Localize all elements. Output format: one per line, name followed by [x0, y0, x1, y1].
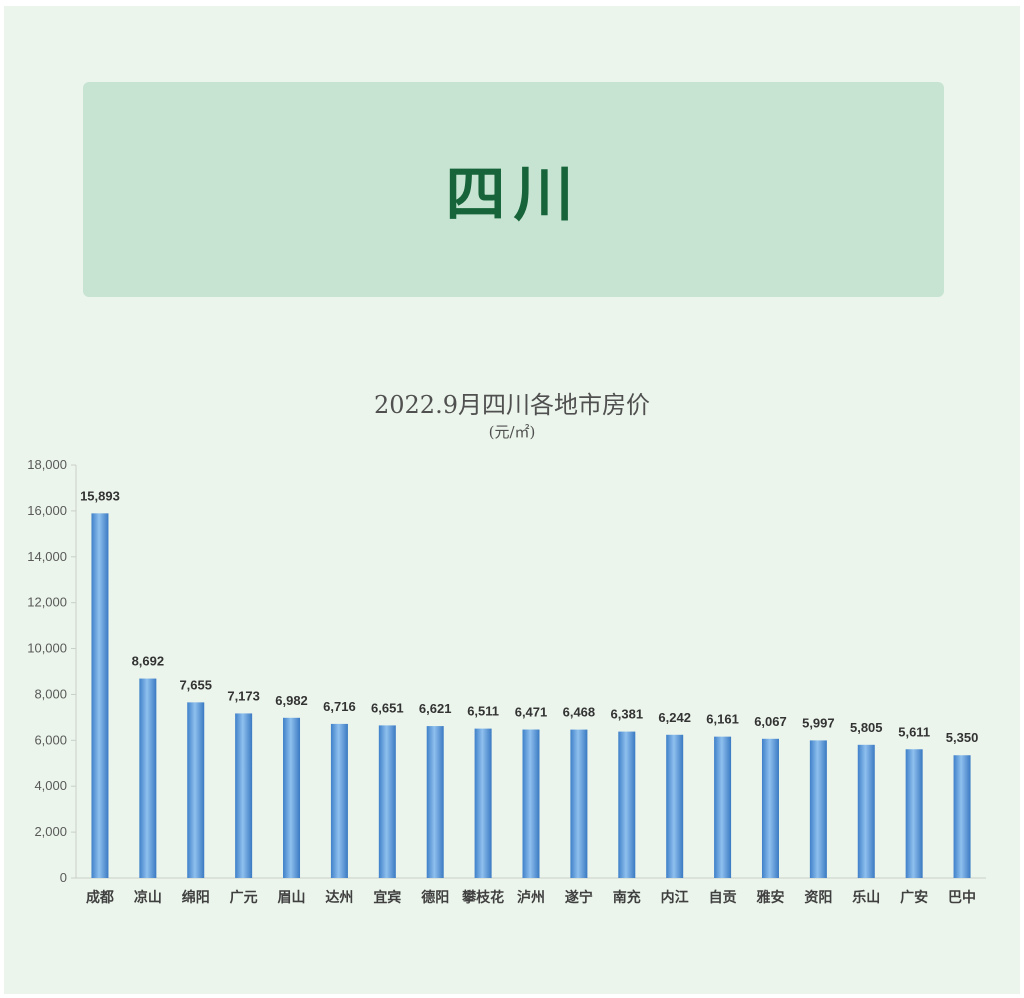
data-label: 6,242: [658, 710, 691, 725]
x-tick-label: 南充: [613, 889, 641, 906]
x-tick-label: 广元: [230, 889, 258, 906]
x-tick-label: 成都: [86, 889, 114, 906]
data-label: 5,997: [802, 715, 835, 730]
data-label: 6,468: [563, 705, 596, 720]
bar: [761, 738, 779, 878]
bar: [666, 734, 684, 878]
x-tick-label: 达州: [325, 889, 353, 906]
data-label: 7,655: [179, 677, 212, 692]
chart-subtitle: (元/㎡): [488, 423, 536, 441]
bar: [905, 749, 923, 878]
y-tick-label: 18,000: [27, 457, 67, 472]
banner-title: 四川: [445, 160, 582, 230]
x-tick-label: 雅安: [756, 889, 784, 906]
chart-title: 2022.9月四川各地市房价: [374, 391, 650, 419]
y-tick-label: 4,000: [34, 778, 67, 793]
bar: [139, 678, 157, 878]
x-tick-label: 泸州: [517, 889, 545, 906]
bar: [378, 725, 396, 878]
bar: [714, 736, 732, 878]
data-label: 8,692: [132, 654, 165, 669]
x-tick-label: 宜宾: [373, 889, 401, 906]
y-tick-label: 14,000: [27, 549, 67, 564]
data-label: 6,161: [706, 712, 739, 727]
bar: [426, 726, 444, 878]
x-tick-label: 遂宁: [565, 889, 593, 906]
bar: [330, 723, 348, 878]
x-tick-label: 巴中: [948, 889, 976, 906]
data-label: 5,805: [850, 720, 883, 735]
bar: [187, 702, 205, 878]
y-tick-label: 0: [60, 870, 67, 885]
bar: [570, 729, 588, 878]
x-tick-label: 广安: [900, 889, 928, 906]
x-tick-label: 德阳: [421, 889, 449, 906]
x-tick-label: 内江: [661, 889, 689, 906]
data-label: 6,651: [371, 700, 404, 715]
data-label: 15,893: [80, 488, 120, 503]
x-tick-label: 攀枝花: [462, 889, 504, 906]
data-label: 6,471: [515, 705, 548, 720]
bar: [235, 713, 253, 878]
bar: [618, 731, 636, 878]
data-label: 6,621: [419, 701, 452, 716]
data-label: 5,350: [946, 730, 979, 745]
x-tick-label: 绵阳: [182, 889, 210, 906]
header-banner: 四川: [83, 82, 944, 297]
x-tick-label: 凉山: [134, 889, 162, 906]
data-label: 6,511: [467, 704, 499, 719]
data-label: 6,716: [323, 699, 356, 714]
x-tick-label: 资阳: [804, 889, 832, 906]
bar: [953, 755, 971, 878]
y-tick-label: 10,000: [27, 641, 67, 656]
y-tick-label: 16,000: [27, 503, 67, 518]
bar: [283, 717, 301, 878]
bar: [474, 728, 492, 878]
y-tick-label: 8,000: [34, 686, 67, 701]
data-label: 7,173: [227, 688, 260, 703]
data-label: 6,982: [275, 693, 308, 708]
bar: [91, 513, 109, 878]
data-label: 6,067: [754, 714, 787, 729]
x-tick-label: 眉山: [278, 890, 306, 906]
y-tick-label: 6,000: [34, 732, 67, 747]
bar: [809, 740, 827, 878]
bar: [522, 729, 540, 878]
y-tick-label: 12,000: [27, 595, 67, 610]
bar: [857, 744, 875, 878]
x-tick-label: 自贡: [709, 889, 737, 906]
y-tick-label: 2,000: [34, 824, 67, 839]
data-label: 5,611: [898, 724, 930, 739]
x-tick-label: 乐山: [852, 889, 880, 906]
data-label: 6,381: [611, 707, 644, 722]
